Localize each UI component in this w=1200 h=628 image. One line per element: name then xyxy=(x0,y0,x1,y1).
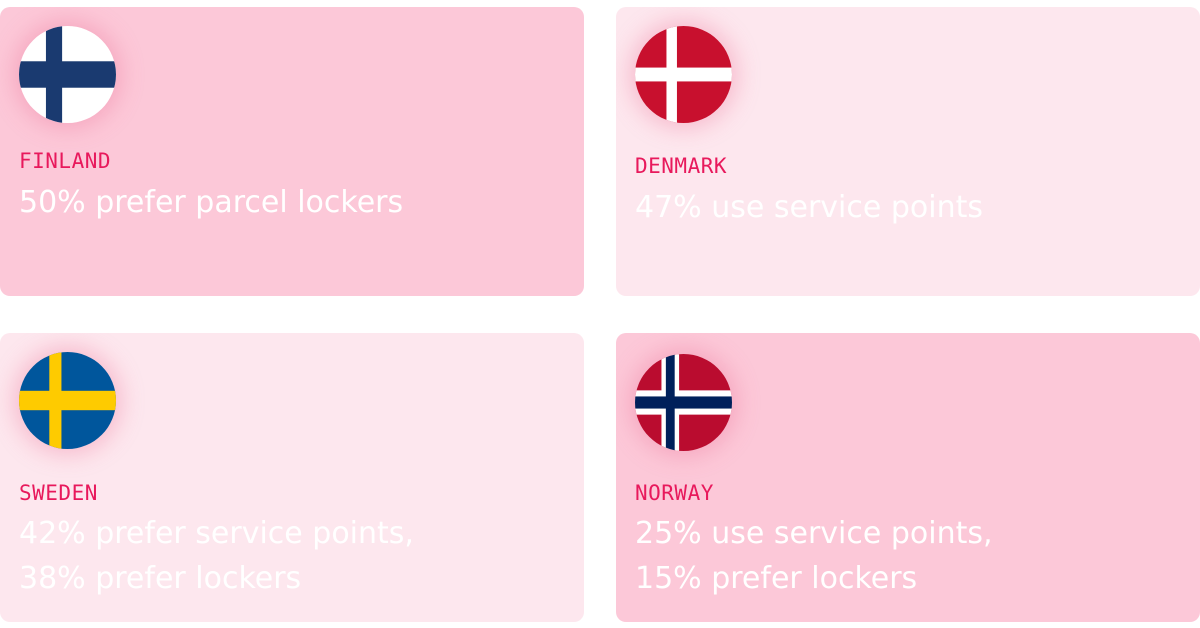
denmark-flag-icon xyxy=(635,26,732,123)
norway-card: NORWAY 25% use service points, 15% prefe… xyxy=(616,333,1200,622)
stat-text: 47% use service points xyxy=(635,190,983,225)
norway-flag-icon xyxy=(635,354,732,451)
country-label: SWEDEN xyxy=(19,481,98,505)
country-label: NORWAY xyxy=(635,481,714,505)
stat-text: 42% prefer service points, 38% prefer lo… xyxy=(19,516,414,596)
stat-text: 25% use service points, 15% prefer locke… xyxy=(635,516,993,596)
sweden-flag-icon xyxy=(19,352,116,449)
denmark-card: DENMARK 47% use service points xyxy=(616,7,1200,296)
sweden-card: SWEDEN 42% prefer service points, 38% pr… xyxy=(0,333,584,622)
stat-text: 50% prefer parcel lockers xyxy=(19,185,404,220)
finland-card: FINLAND 50% prefer parcel lockers xyxy=(0,7,584,296)
finland-flag-icon xyxy=(19,26,116,123)
country-label: FINLAND xyxy=(19,149,112,173)
country-label: DENMARK xyxy=(635,154,728,178)
